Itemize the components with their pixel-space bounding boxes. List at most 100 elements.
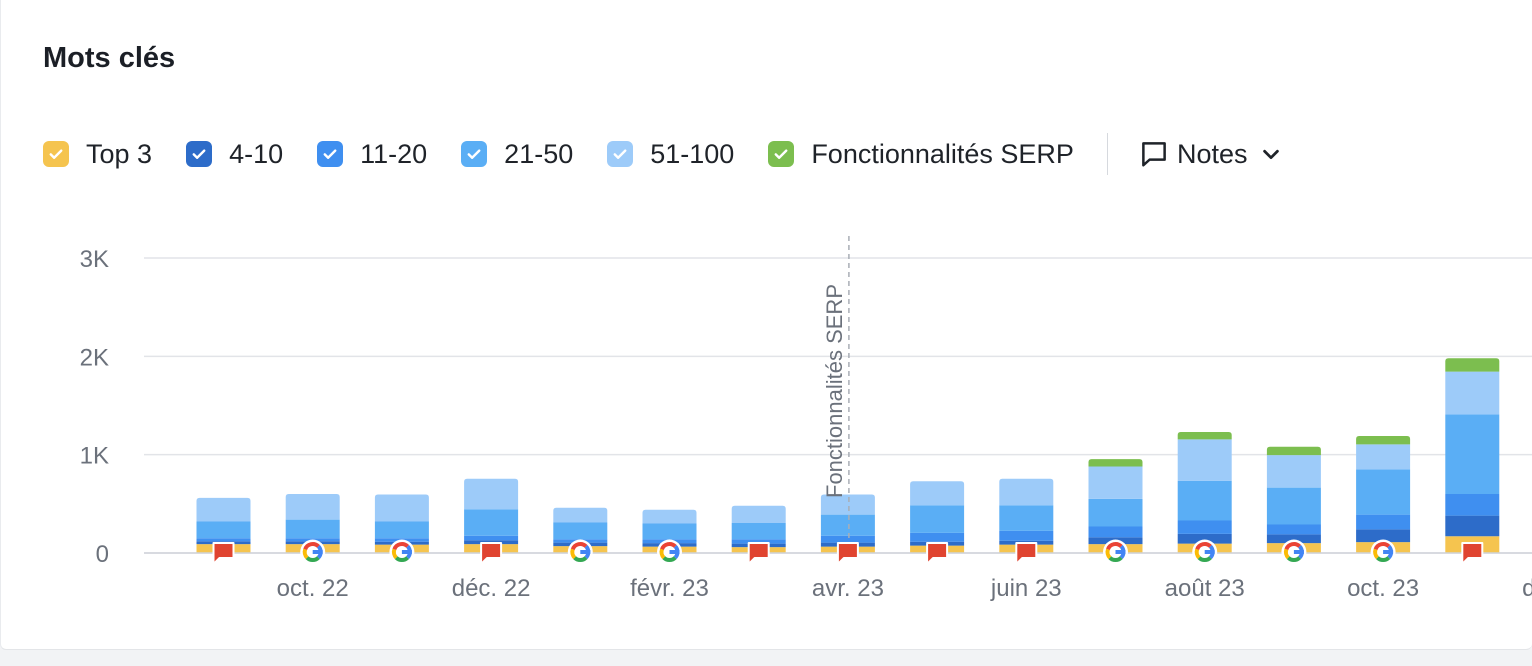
bar-segment bbox=[196, 497, 251, 522]
google-marker-bar bbox=[669, 550, 680, 554]
y-tick-label: 0 bbox=[96, 541, 109, 568]
google-marker-bar bbox=[401, 550, 412, 554]
x-tick-label: avr. 23 bbox=[812, 575, 884, 602]
legend-item-6[interactable]: Fonctionnalités SERP bbox=[768, 139, 1074, 170]
bar-segment bbox=[1356, 514, 1411, 530]
x-tick-label: févr. 23 bbox=[630, 575, 709, 602]
google-marker-arc bbox=[659, 548, 666, 560]
note-marker-icon bbox=[480, 542, 503, 565]
chart-legend: Top 3 4-10 11-20 21-50 51-100 Fonctionnalités… bbox=[43, 132, 1282, 176]
google-marker-arc bbox=[303, 542, 320, 551]
widget-title: Mots clés bbox=[43, 42, 176, 74]
bar-segment bbox=[1356, 435, 1411, 445]
google-marker-arc bbox=[1108, 556, 1123, 562]
notes-label: Notes bbox=[1176, 138, 1248, 169]
legend-item-5[interactable]: 51-100 bbox=[607, 139, 734, 170]
check-icon bbox=[613, 149, 627, 159]
google-marker-bar bbox=[1383, 550, 1394, 554]
bar-segment bbox=[285, 519, 340, 539]
bar-segment bbox=[820, 535, 875, 543]
google-marker-arc bbox=[570, 542, 588, 551]
bar-segment bbox=[1177, 480, 1232, 521]
bar-segment bbox=[731, 523, 786, 540]
note-marker-icon bbox=[212, 542, 235, 565]
bar-segment bbox=[1445, 494, 1500, 516]
google-marker-arc bbox=[391, 548, 398, 560]
google-marker-arc bbox=[1283, 548, 1290, 560]
bar-segment bbox=[820, 494, 875, 515]
note-marker-icon bbox=[1015, 542, 1038, 565]
bar-segment bbox=[1266, 534, 1321, 544]
legend-divider bbox=[1106, 133, 1108, 175]
bar-segment bbox=[1177, 432, 1232, 440]
keywords-widget: Mots clés Top 3 4-10 11-20 21-50 51-100 Fonct… bbox=[0, 0, 1532, 650]
bar-segment bbox=[1445, 358, 1500, 372]
legend-label: 21-50 bbox=[504, 138, 574, 169]
y-tick-label: 1K bbox=[80, 443, 109, 470]
bar-segment bbox=[1266, 455, 1321, 488]
bar-segment bbox=[464, 535, 519, 541]
bar-segment bbox=[1445, 414, 1500, 494]
bar-segment bbox=[1177, 533, 1232, 544]
notes-dropdown-button[interactable]: Notes bbox=[1139, 139, 1282, 170]
note-marker-icon bbox=[836, 542, 859, 565]
bar-segment bbox=[910, 505, 965, 533]
bar-segment bbox=[196, 538, 251, 542]
bar-segment bbox=[1356, 469, 1411, 515]
google-marker-arc bbox=[1284, 542, 1301, 551]
google-marker-arc bbox=[573, 556, 588, 562]
x-tick-label: déc. 23 bbox=[1522, 575, 1532, 602]
bar-segment bbox=[1266, 487, 1321, 525]
google-marker-arc bbox=[1105, 548, 1112, 560]
google-marker-bar bbox=[1115, 550, 1126, 554]
legend-checkbox[interactable] bbox=[768, 141, 795, 167]
bar-segment bbox=[999, 478, 1054, 506]
google-marker-arc bbox=[1373, 542, 1391, 551]
google-marker-arc bbox=[1194, 548, 1201, 560]
note-icon bbox=[1142, 142, 1166, 167]
bar-segment bbox=[642, 509, 697, 524]
bar-segment bbox=[731, 539, 786, 544]
annotation-label: Fonctionnalités SERP bbox=[822, 284, 847, 498]
legend-item-4[interactable]: 21-50 bbox=[461, 139, 573, 170]
check-icon bbox=[49, 149, 63, 159]
check-icon bbox=[323, 149, 337, 159]
legend-item-1[interactable]: Top 3 bbox=[43, 139, 152, 170]
google-marker-arc bbox=[392, 542, 409, 551]
google-marker-bar bbox=[580, 550, 591, 554]
legend-checkbox[interactable] bbox=[461, 141, 488, 167]
legend-checkbox[interactable] bbox=[186, 141, 213, 167]
legend-checkbox[interactable] bbox=[317, 141, 344, 167]
legend-item-3[interactable]: 11-20 bbox=[317, 139, 427, 170]
bar-segment bbox=[374, 521, 429, 539]
google-marker-arc bbox=[1373, 548, 1380, 560]
bar-segment bbox=[1266, 446, 1321, 456]
bar-segment bbox=[1088, 466, 1143, 499]
google-marker-bar bbox=[1204, 550, 1215, 554]
legend-checkbox[interactable] bbox=[607, 141, 634, 167]
chevron-down-icon bbox=[1262, 149, 1279, 160]
x-tick-label: déc. 22 bbox=[452, 575, 531, 602]
google-marker-arc bbox=[660, 542, 677, 551]
legend-checkbox[interactable] bbox=[43, 141, 69, 167]
google-marker-arc bbox=[1195, 542, 1212, 551]
bar-segment bbox=[1445, 515, 1500, 537]
keywords-bar-chart: 0 1K 2K 3K Fonctionnalités SERP oct. 22 déc. 2… bbox=[80, 236, 1532, 602]
bar-segment bbox=[910, 481, 965, 506]
bar-segment bbox=[1266, 524, 1321, 535]
x-tick-label: juin 23 bbox=[990, 575, 1062, 602]
legend-item-2[interactable]: 4-10 bbox=[186, 139, 283, 170]
x-tick-label: oct. 22 bbox=[277, 575, 349, 602]
google-marker-arc bbox=[305, 556, 320, 562]
bar-segment bbox=[464, 509, 519, 536]
bar-segment bbox=[1088, 526, 1143, 538]
bar-segment bbox=[1088, 498, 1143, 527]
y-tick-label: 2K bbox=[80, 344, 109, 371]
legend-label: 11-20 bbox=[360, 138, 428, 169]
y-tick-label: 3K bbox=[80, 246, 109, 273]
legend-label: 51-100 bbox=[650, 138, 735, 169]
bar-segment bbox=[1356, 529, 1411, 543]
bar-segment bbox=[642, 523, 697, 540]
bar-segment bbox=[999, 505, 1054, 531]
bar-segment bbox=[374, 494, 429, 522]
